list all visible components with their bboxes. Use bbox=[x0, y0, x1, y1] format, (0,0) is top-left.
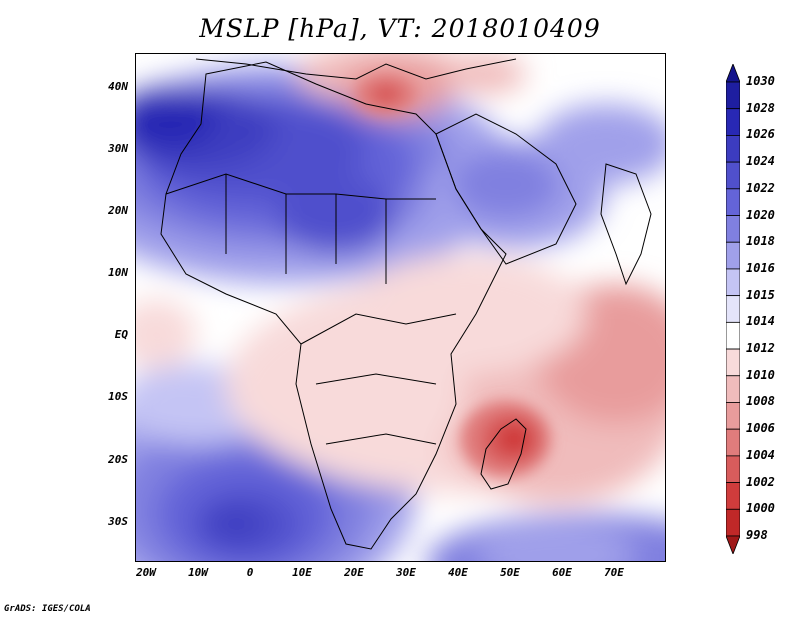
lat-label: EQ bbox=[114, 328, 128, 341]
colorbar-level-label: 1022 bbox=[746, 180, 775, 195]
colorbar-level-label: 1016 bbox=[746, 260, 775, 275]
colorbar-segment bbox=[726, 268, 740, 297]
colorbar-level-label: 1014 bbox=[746, 314, 775, 329]
colorbar-segment bbox=[726, 135, 740, 163]
chart-title: MSLP [hPa], VT: 2018010409 bbox=[199, 14, 601, 43]
lon-label: 40E bbox=[448, 566, 468, 579]
colorbar-segment bbox=[726, 161, 740, 190]
credit-text: GrADS: IGES/COLA bbox=[4, 604, 91, 614]
colorbar-segment bbox=[726, 295, 740, 323]
lon-label: 70E bbox=[604, 566, 624, 579]
colorbar-segment bbox=[726, 508, 740, 537]
colorbar-segment bbox=[726, 241, 740, 270]
colorbar-arrow-top bbox=[726, 64, 740, 83]
lon-label: 30E bbox=[396, 566, 416, 579]
colorbar-level-label: 1024 bbox=[746, 154, 775, 169]
colorbar-level-label: 1012 bbox=[746, 341, 775, 356]
colorbar-segment bbox=[726, 108, 740, 136]
lon-label: 20E bbox=[344, 566, 364, 579]
colorbar-level-label: 1018 bbox=[746, 234, 775, 249]
coastlines bbox=[160, 58, 652, 550]
colorbar-arrow-bottom bbox=[726, 535, 740, 554]
lat-label: 20S bbox=[108, 453, 128, 466]
lat-label: 20N bbox=[108, 204, 128, 217]
lat-label: 40N bbox=[108, 80, 128, 93]
pressure-field bbox=[136, 54, 665, 561]
colorbar-level-label: 1008 bbox=[746, 394, 775, 409]
lon-label: 0 bbox=[246, 566, 254, 579]
lon-label: 20W bbox=[136, 566, 156, 579]
colorbar-segment bbox=[726, 482, 740, 510]
lat-label: 30N bbox=[108, 142, 128, 155]
colorbar-level-label: 998 bbox=[746, 528, 768, 542]
colorbar-level-label: 1000 bbox=[746, 501, 775, 516]
lat-label: 10N bbox=[108, 266, 128, 279]
colorbar-level-label: 1028 bbox=[746, 100, 775, 115]
colorbar bbox=[726, 64, 740, 554]
map-plot-area bbox=[135, 53, 666, 562]
colorbar-level-label: 1030 bbox=[746, 74, 775, 88]
colorbar-level-label: 1020 bbox=[746, 207, 775, 222]
colorbar-segment bbox=[726, 428, 740, 457]
colorbar-level-label: 1015 bbox=[746, 287, 775, 302]
colorbar-level-label: 1026 bbox=[746, 127, 775, 142]
colorbar-segment bbox=[726, 402, 740, 430]
colorbar-level-label: 1004 bbox=[746, 447, 775, 462]
colorbar-segment bbox=[726, 348, 740, 377]
colorbar-segment bbox=[726, 455, 740, 483]
colorbar-segment bbox=[726, 188, 740, 216]
lon-label: 10W bbox=[188, 566, 208, 579]
colorbar-level-label: 1010 bbox=[746, 367, 775, 382]
colorbar-segment bbox=[726, 321, 740, 350]
colorbar-level-label: 1002 bbox=[746, 474, 775, 489]
colorbar-segment bbox=[726, 375, 740, 403]
lon-label: 50E bbox=[500, 566, 520, 579]
colorbar-segment bbox=[726, 81, 740, 110]
colorbar-segment bbox=[726, 215, 740, 243]
lon-label: 60E bbox=[552, 566, 572, 579]
colorbar-level-label: 1006 bbox=[746, 421, 775, 436]
lon-label: 10E bbox=[292, 566, 312, 579]
lat-label: 10S bbox=[108, 390, 128, 403]
lat-label: 30S bbox=[108, 515, 128, 528]
